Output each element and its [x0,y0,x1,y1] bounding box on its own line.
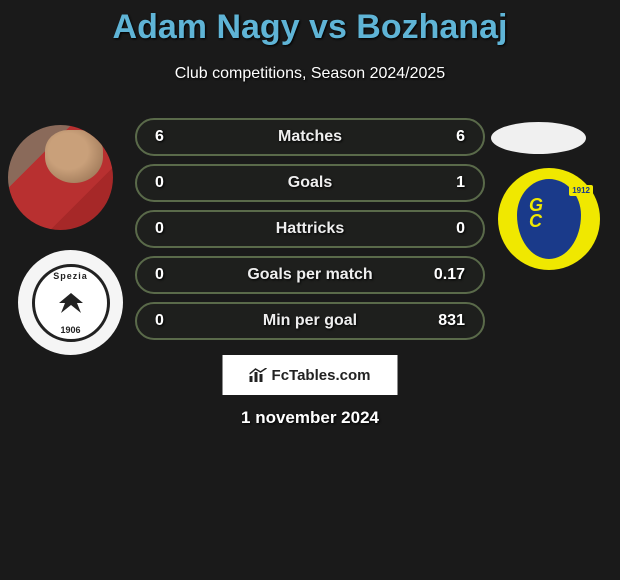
stat-label: Hattricks [276,220,344,238]
team-badge-right: 1912 GC [498,168,600,270]
stat-left-value: 0 [155,220,195,238]
player-right-photo [491,122,586,154]
fctables-watermark: FcTables.com [223,355,398,395]
date-label: 1 november 2024 [0,408,620,428]
fctables-label: FcTables.com [272,367,371,384]
stat-left-value: 0 [155,174,195,192]
stat-label: Goals per match [247,266,372,284]
stats-container: 6 Matches 6 0 Goals 1 0 Hattricks 0 0 Go… [135,118,485,348]
page-title: Adam Nagy vs Bozhanaj [0,0,620,47]
stat-right-value: 831 [425,312,465,330]
stat-label: Min per goal [263,312,357,330]
player-left-photo [8,125,113,230]
modena-year: 1912 [569,185,593,196]
eagle-icon [51,289,91,317]
stat-row-min-per-goal: 0 Min per goal 831 [135,302,485,340]
stat-row-matches: 6 Matches 6 [135,118,485,156]
stat-right-value: 0 [425,220,465,238]
stat-left-value: 0 [155,266,195,284]
spezia-name: Spezia [53,271,88,281]
stat-row-goals-per-match: 0 Goals per match 0.17 [135,256,485,294]
stat-row-hattricks: 0 Hattricks 0 [135,210,485,248]
stat-left-value: 6 [155,128,195,146]
modena-crest: 1912 GC [517,179,581,259]
stat-label: Goals [288,174,332,192]
stat-right-value: 6 [425,128,465,146]
stat-left-value: 0 [155,312,195,330]
team-badge-left: Spezia 1906 [18,250,123,355]
stat-row-goals: 0 Goals 1 [135,164,485,202]
stat-right-value: 1 [425,174,465,192]
spezia-crest: Spezia 1906 [32,264,110,342]
stat-right-value: 0.17 [425,266,465,284]
chart-icon [250,368,268,382]
spezia-year: 1906 [60,325,80,335]
stat-label: Matches [278,128,342,146]
subtitle: Club competitions, Season 2024/2025 [0,65,620,83]
modena-monogram: GC [529,197,543,229]
